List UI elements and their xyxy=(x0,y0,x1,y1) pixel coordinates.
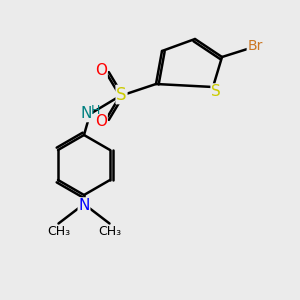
Text: CH₃: CH₃ xyxy=(47,225,70,238)
Text: H: H xyxy=(91,104,100,117)
Text: N: N xyxy=(81,106,92,122)
Text: Br: Br xyxy=(247,40,263,53)
Text: N: N xyxy=(78,198,90,213)
Text: CH₃: CH₃ xyxy=(98,225,121,238)
Text: S: S xyxy=(116,85,127,103)
Text: O: O xyxy=(95,114,107,129)
Text: S: S xyxy=(211,84,221,99)
Text: O: O xyxy=(95,63,107,78)
